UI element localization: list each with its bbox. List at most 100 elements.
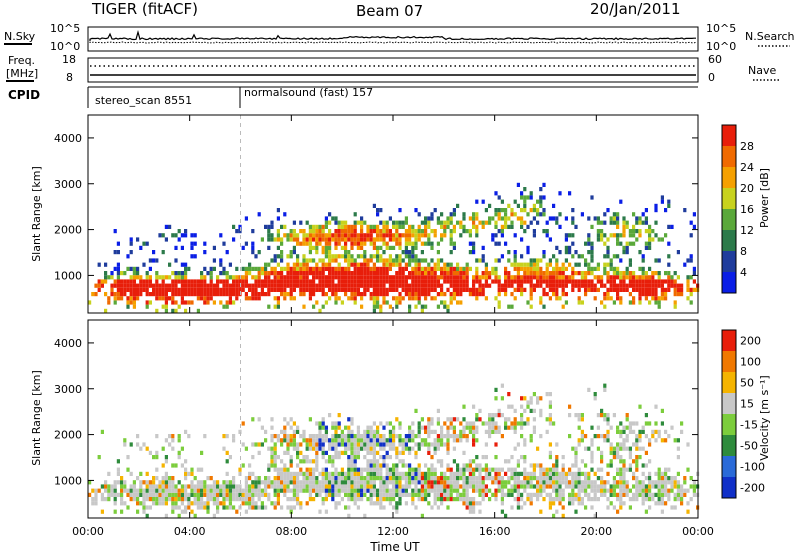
cpid-label: CPID xyxy=(8,88,40,102)
velocity-cell xyxy=(584,471,588,476)
power-cell xyxy=(228,275,232,280)
velocity-cell xyxy=(465,480,469,485)
power-cell xyxy=(532,275,536,280)
velocity-cell xyxy=(353,438,357,443)
power-cell xyxy=(417,212,421,217)
power-cell xyxy=(641,279,645,284)
velocity-cell xyxy=(206,509,210,514)
velocity-cell xyxy=(446,463,450,468)
velocity-cell xyxy=(372,459,376,464)
power-cell xyxy=(520,275,524,280)
power-cell xyxy=(347,258,351,263)
power-cell xyxy=(152,250,156,255)
power-cell xyxy=(363,287,367,292)
power-cell xyxy=(200,292,204,297)
velocity-cell xyxy=(600,459,604,464)
velocity-cell xyxy=(465,438,469,443)
power-cell xyxy=(424,296,428,301)
power-cell xyxy=(456,220,460,225)
velocity-cell xyxy=(414,434,418,439)
velocity-cell xyxy=(136,476,140,481)
power-cell xyxy=(520,220,524,225)
velocity-cell xyxy=(385,488,389,493)
velocity-cell xyxy=(452,488,456,493)
nsearch-tick-top: 10^5 xyxy=(706,22,736,35)
velocity-cell xyxy=(334,429,338,434)
velocity-cell xyxy=(686,509,690,514)
velocity-cell xyxy=(644,476,648,481)
power-cell xyxy=(356,241,360,246)
velocity-cell xyxy=(104,497,108,502)
velocity-cell xyxy=(520,497,524,502)
power-cell xyxy=(680,287,684,292)
velocity-cell xyxy=(446,480,450,485)
velocity-cell xyxy=(574,455,578,460)
power-cell xyxy=(129,300,133,305)
power-ytick-label: 3000 xyxy=(54,178,82,191)
power-cell xyxy=(472,292,476,297)
power-cell xyxy=(481,292,485,297)
power-cell xyxy=(404,254,408,259)
power-cell xyxy=(347,250,351,255)
velocity-cell xyxy=(148,480,152,485)
velocity-cell xyxy=(203,505,207,510)
velocity-cell xyxy=(340,434,344,439)
power-cell xyxy=(196,292,200,297)
power-cell xyxy=(264,266,268,271)
velocity-cell xyxy=(462,497,466,502)
power-cell xyxy=(475,212,479,217)
power-cell xyxy=(308,283,312,288)
power-cell xyxy=(350,283,354,288)
power-cell xyxy=(692,287,696,292)
velocity-cell xyxy=(395,417,399,422)
velocity-cell xyxy=(315,492,319,497)
power-cell xyxy=(417,292,421,297)
velocity-cell xyxy=(465,501,469,506)
velocity-cell xyxy=(632,429,636,434)
power-cell xyxy=(276,300,280,305)
velocity-cell xyxy=(276,471,280,476)
power-cell xyxy=(446,279,450,284)
velocity-cell xyxy=(577,480,581,485)
power-cell xyxy=(584,292,588,297)
power-cell xyxy=(219,271,223,276)
power-cell xyxy=(267,237,271,242)
power-cell xyxy=(644,245,648,250)
velocity-cell xyxy=(507,492,511,497)
power-cell xyxy=(273,287,277,292)
velocity-cell xyxy=(408,463,412,468)
velocity-cell xyxy=(385,455,389,460)
power-cell xyxy=(542,254,546,259)
power-cell xyxy=(222,279,226,284)
power-cell xyxy=(280,266,284,271)
power-cell xyxy=(328,266,332,271)
velocity-cell xyxy=(497,476,501,481)
power-cell xyxy=(136,271,140,276)
velocity-cell xyxy=(580,488,584,493)
power-cell xyxy=(385,262,389,267)
power-cell xyxy=(436,266,440,271)
power-cell xyxy=(443,300,447,305)
velocity-ytick-label: 4000 xyxy=(54,337,82,350)
power-cell xyxy=(667,199,671,204)
power-cell xyxy=(516,216,520,221)
power-cell xyxy=(500,229,504,234)
power-cell xyxy=(440,275,444,280)
velocity-cell xyxy=(657,467,661,472)
velocity-cell xyxy=(472,467,476,472)
velocity-cell xyxy=(401,459,405,464)
velocity-cell xyxy=(308,471,312,476)
power-cell xyxy=(232,237,236,242)
power-cell xyxy=(302,258,306,263)
power-cell xyxy=(152,287,156,292)
power-cell xyxy=(564,292,568,297)
velocity-cell xyxy=(238,492,242,497)
velocity-cell xyxy=(158,480,162,485)
velocity-cell xyxy=(209,492,213,497)
velocity-cell xyxy=(273,492,277,497)
power-cell xyxy=(577,283,581,288)
power-cell xyxy=(472,212,476,217)
power-cell xyxy=(318,308,322,313)
power-cell xyxy=(148,258,152,263)
velocity-cell xyxy=(180,488,184,493)
